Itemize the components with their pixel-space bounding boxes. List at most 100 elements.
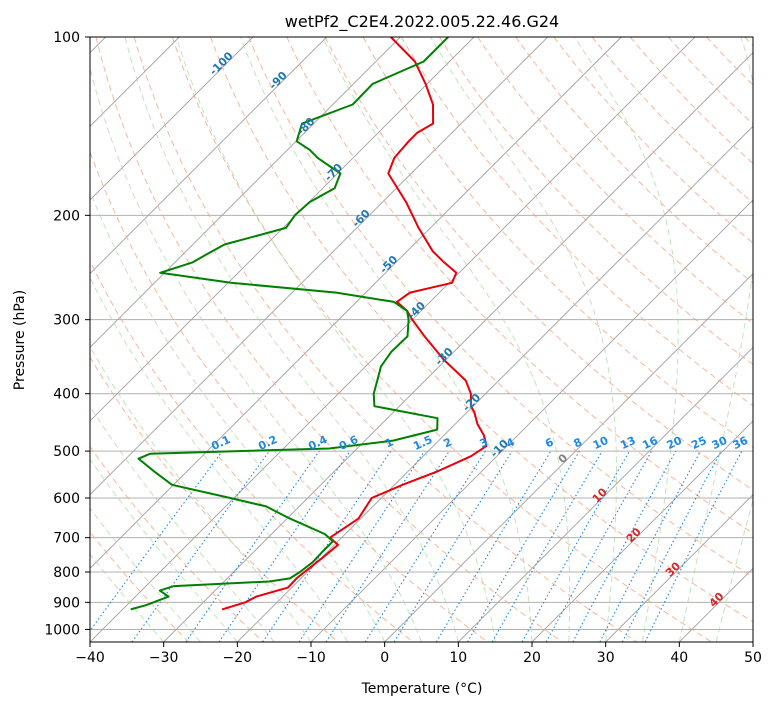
- moist-adiabat: [90, 276, 349, 642]
- dry-adiabat: [553, 37, 753, 244]
- mixing-ratio-line: [644, 450, 743, 642]
- isotherm-line: [90, 37, 475, 422]
- moist-adiabat: [90, 345, 312, 642]
- background-lines: [90, 37, 753, 642]
- isotherm-line: [679, 567, 753, 642]
- moist-adiabat: [90, 65, 422, 642]
- dewpoint-trace: [130, 37, 449, 611]
- y-tick-label: 200: [53, 208, 80, 224]
- y-tick-label: 700: [53, 531, 80, 547]
- x-tick-label: −10: [296, 650, 326, 666]
- mixing-ratio-line: [262, 450, 392, 642]
- isotherm-line: [90, 37, 401, 348]
- mixing-ratio-line: [521, 450, 630, 642]
- sounding-traces: [130, 37, 488, 611]
- mixing-ratio-line: [298, 450, 425, 642]
- mixing-ratio-label: 8: [572, 435, 584, 450]
- chart-title: wetPf2_C2E4.2022.005.22.46.G24: [285, 12, 559, 32]
- y-tick-label: 300: [53, 313, 80, 329]
- mixing-ratio-line: [185, 450, 320, 642]
- y-tick-label: 1000: [44, 622, 80, 638]
- isotherm-line: [605, 494, 753, 642]
- moist-adiabat: [678, 37, 753, 642]
- moist-adiabat: [90, 405, 275, 642]
- moist-adiabat: [175, 37, 496, 642]
- dry-adiabat: [324, 37, 753, 491]
- moist-adiabat: [90, 458, 238, 642]
- isotherm-line: [90, 37, 327, 275]
- x-tick-label: −20: [223, 650, 253, 666]
- mixing-ratio-line: [364, 450, 486, 642]
- dry-adiabat: [438, 37, 753, 366]
- mixing-ratio-label: 20: [665, 434, 685, 452]
- moist-adiabat: [90, 189, 386, 642]
- isotherm-label: 10: [590, 485, 610, 505]
- y-tick-label: 500: [53, 444, 80, 460]
- moist-adiabat: [90, 507, 201, 642]
- mixing-ratio-line: [435, 450, 552, 642]
- x-tick-label: −40: [75, 650, 105, 666]
- mixing-ratio-label: 13: [618, 434, 637, 452]
- moist-adiabat: [322, 37, 571, 642]
- isotherm-line: [90, 37, 622, 569]
- mixing-ratio-label: 0.1: [209, 433, 232, 453]
- isotherm-line: [752, 641, 753, 642]
- isotherm-line: [310, 199, 753, 642]
- isotherm-line: [458, 346, 753, 642]
- pressure-gridlines: [90, 36, 753, 630]
- moist-adiabat: [574, 37, 679, 642]
- isotherm-label: 40: [707, 590, 727, 610]
- x-tick-label: 10: [449, 650, 467, 666]
- x-tick-label: 30: [597, 650, 615, 666]
- moist-adiabat: [90, 553, 165, 642]
- mixing-ratio-line: [90, 450, 223, 632]
- moist-adiabat: [430, 37, 617, 642]
- x-tick-label: 0: [380, 650, 389, 666]
- y-axis-ticks: 100 200 300 400 500 600 700 800 900 1000: [44, 30, 90, 638]
- mixing-ratio-label: 10: [591, 434, 611, 452]
- isotherm-label: -90: [267, 69, 290, 92]
- mixing-ratio-label: 25: [689, 434, 708, 452]
- isotherm-line: [237, 125, 753, 642]
- mixing-ratio-label: 1: [383, 435, 395, 450]
- x-tick-label: 50: [744, 650, 762, 666]
- isotherm-line: [163, 52, 753, 642]
- x-axis-ticks: −40 −30 −20 −10 0 10 20 30 40 50: [75, 642, 762, 666]
- isotherm-line: [90, 37, 548, 496]
- line-labels: 0.1 0.2 0.4 0.6 1 1.5 2 3 4 6 8 10 13 16 20 25 30 36-100-…: [207, 49, 750, 610]
- dry-adiabat: [90, 259, 414, 642]
- dry-adiabat: [744, 37, 753, 47]
- isotherm-line: [90, 37, 254, 201]
- mixing-ratio-label: 36: [731, 434, 751, 452]
- mixing-ratio-label: 0.4: [306, 433, 329, 453]
- mixing-ratio-line: [599, 450, 701, 642]
- dry-adiabat: [591, 37, 753, 204]
- moist-adiabat: [715, 498, 753, 642]
- dry-adiabat: [133, 37, 638, 642]
- isotherm-line: [531, 420, 753, 642]
- y-tick-label: 900: [53, 595, 80, 611]
- x-axis-label: Temperature (°C): [361, 681, 483, 697]
- isotherm-label: 20: [624, 525, 644, 545]
- dry-adiabat: [95, 37, 563, 642]
- plot-frame: [89, 36, 754, 643]
- dry-adiabat: [668, 37, 753, 125]
- isotherm-label: -50: [377, 253, 400, 276]
- mixing-ratio-line: [467, 450, 580, 642]
- dry-adiabat: [90, 445, 264, 642]
- y-tick-label: 600: [53, 491, 80, 507]
- y-axis-label: Pressure (hPa): [12, 290, 28, 390]
- moist-adiabat: [124, 37, 459, 642]
- dry-adiabat: [90, 356, 339, 642]
- mixing-ratio-line: [393, 450, 513, 642]
- isotherm-line: [384, 273, 753, 642]
- dry-adiabat: [286, 37, 753, 534]
- mixing-ratio-line: [545, 450, 653, 642]
- x-tick-label: −30: [149, 650, 179, 666]
- mixing-ratio-line: [572, 450, 677, 642]
- mixing-ratio-label: 30: [710, 434, 730, 452]
- dry-adiabat: [90, 531, 190, 642]
- isotherm-label: 30: [663, 559, 683, 579]
- isotherm-label: -60: [350, 207, 373, 230]
